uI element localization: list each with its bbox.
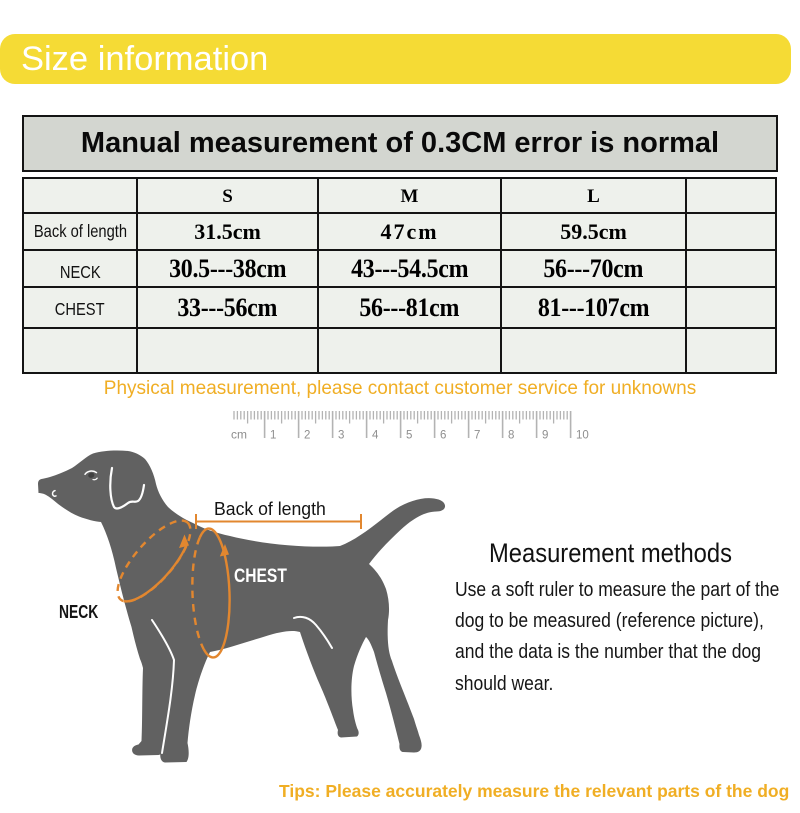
svg-text:10: 10 bbox=[576, 430, 589, 442]
svg-text:3: 3 bbox=[338, 430, 344, 442]
svg-text:1: 1 bbox=[270, 430, 276, 442]
svg-text:8: 8 bbox=[508, 430, 514, 442]
svg-text:9: 9 bbox=[542, 430, 548, 442]
svg-text:6: 6 bbox=[440, 430, 446, 442]
svg-text:7: 7 bbox=[474, 430, 480, 442]
svg-text:2: 2 bbox=[304, 430, 310, 442]
svg-text:cm: cm bbox=[231, 428, 247, 442]
svg-text:5: 5 bbox=[406, 430, 412, 442]
svg-text:4: 4 bbox=[372, 430, 379, 442]
